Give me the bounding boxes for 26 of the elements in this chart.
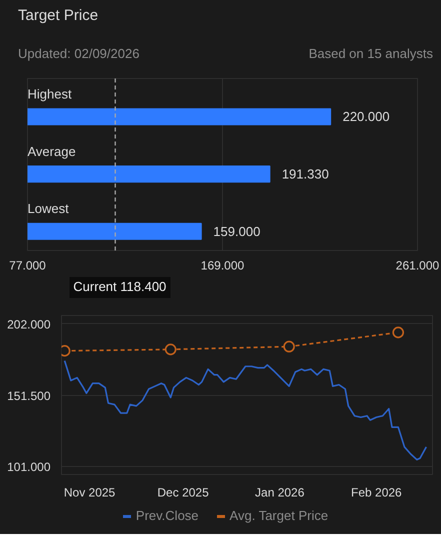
y-tick-label: Highest — [28, 86, 72, 102]
x-tick-label: Nov 2025 — [64, 486, 116, 500]
y-tick-label: 202.000 — [7, 317, 51, 332]
point — [164, 344, 176, 356]
point — [392, 326, 404, 338]
data-label: 191.330 — [282, 166, 329, 182]
y-tick-label: Average — [28, 144, 76, 159]
point — [283, 340, 295, 352]
ref-line-label: Current 118.400 — [69, 277, 170, 298]
data-label: 159.000 — [213, 224, 260, 239]
text: Based on 15 analysts — [308, 45, 433, 63]
y-tick-label: 151.500 — [7, 388, 51, 403]
x-tick-label: Jan 2026 — [255, 486, 305, 500]
y-tick-label: Lowest — [28, 201, 70, 216]
chart-subtitle: Updated: 02/09/2026 — [18, 45, 140, 63]
x-tick-label: 169.000 — [200, 258, 245, 272]
chart-title: Target Price — [18, 6, 98, 26]
legend-label: Prev.Close — [134, 507, 199, 525]
x-tick-label: 77.000 — [9, 258, 46, 272]
x-tick-label: 261.000 — [396, 258, 440, 272]
y-tick-label: 101.000 — [7, 460, 51, 474]
line-series — [64, 360, 428, 460]
legend-label: Avg. Target Price — [228, 507, 328, 525]
data-label: 220.000 — [342, 109, 390, 124]
x-tick-label: Feb 2026 — [351, 486, 402, 500]
x-tick-label: Dec 2025 — [157, 486, 210, 500]
